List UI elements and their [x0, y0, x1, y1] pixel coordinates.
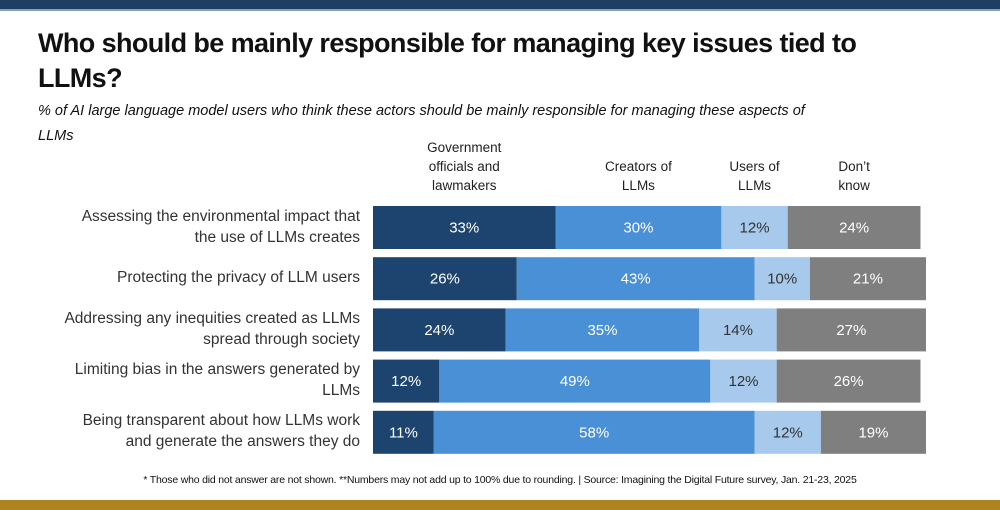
bar-segment: [787, 206, 921, 249]
category-label: Protecting the privacy of LLM users: [10, 267, 360, 288]
top-accent-band: [0, 0, 1000, 9]
bar-segment: [776, 308, 926, 352]
bar-segment: [699, 308, 777, 352]
data-label: 30%: [623, 220, 653, 237]
bar-segment: [820, 410, 926, 454]
legend-label-line: LLMs: [738, 178, 772, 193]
data-label: 35%: [587, 322, 617, 339]
data-label: 24%: [424, 322, 454, 339]
bar-segment: [373, 410, 434, 454]
legend-label-line: Don’t: [838, 159, 870, 174]
legend-label-line: Creators of: [605, 159, 672, 174]
bar-segment: [373, 359, 440, 403]
category-label-line: Assessing the environmental impact that: [81, 207, 360, 225]
legend-item: Government officials and lawmakers: [399, 138, 529, 195]
category-label-line: Being transparent about how LLMs work: [82, 412, 360, 430]
category-label-line: spread through society: [203, 330, 360, 348]
bar-row: 26% 43% 10% 21%: [373, 257, 926, 301]
legend-item: Users of LLMs: [690, 157, 820, 195]
category-label: Being transparent about how LLMs work and…: [10, 410, 360, 452]
data-label: 21%: [853, 271, 883, 288]
legend-label-line: lawmakers: [431, 178, 497, 193]
bar-row: 12% 49% 12% 26%: [373, 359, 921, 403]
data-label: 26%: [430, 271, 460, 288]
data-label: 12%: [728, 373, 758, 390]
category-label: Assessing the environmental impact that t…: [10, 206, 360, 248]
data-label: 49%: [560, 373, 590, 390]
data-label: 14%: [723, 322, 753, 339]
bar-row: 24% 35% 14% 27%: [373, 308, 926, 352]
category-label-line: Addressing any inequities created as LLM…: [64, 309, 360, 327]
data-label: 12%: [740, 220, 770, 237]
bar-segment: [754, 257, 810, 301]
data-label: 43%: [621, 271, 651, 288]
bar-segment: [809, 257, 926, 301]
category-label-line: LLMs: [322, 382, 360, 400]
data-label: 11%: [389, 424, 418, 441]
data-label: 19%: [858, 424, 888, 441]
chart-subtitle: % of AI large language model users who t…: [38, 103, 805, 144]
bar-row: 11% 58% 12% 19%: [373, 410, 926, 454]
category-label: Limiting bias in the answers generated b…: [10, 359, 360, 401]
bar-segment: [373, 308, 506, 352]
data-label: 33%: [449, 220, 479, 237]
bar-segment: [721, 206, 788, 249]
data-label: 12%: [391, 373, 421, 390]
bar-segment: [433, 410, 755, 454]
data-label: 10%: [767, 271, 797, 288]
bar-segment: [373, 206, 556, 249]
bar-segment: [373, 257, 517, 301]
bottom-accent-band: [0, 500, 1000, 510]
legend-label-line: LLMs: [621, 178, 655, 193]
bar-segment: [516, 257, 755, 301]
bar-row: 33% 30% 12% 24%: [373, 206, 921, 249]
legend-item: Don’t know: [789, 157, 919, 195]
category-label-line: and generate the answers they do: [125, 433, 360, 451]
category-label: Addressing any inequities created as LLM…: [10, 308, 360, 350]
bar-segment: [505, 308, 700, 352]
footnote: * Those who did not answer are not shown…: [143, 474, 857, 486]
category-label-line: Limiting bias in the answers generated b…: [74, 361, 360, 379]
bar-segment: [754, 410, 821, 454]
data-label: 26%: [834, 373, 864, 390]
legend-label-line: Government: [427, 140, 502, 155]
legend-item: Creators of LLMs: [573, 157, 703, 195]
legend-label-line: officials and: [428, 159, 500, 174]
data-label: 58%: [579, 424, 609, 441]
bar-segment: [710, 359, 777, 403]
bar-segment: [555, 206, 722, 249]
top-accent-line: [0, 9, 1000, 11]
data-label: 27%: [836, 322, 866, 339]
bar-segment: [776, 359, 921, 403]
bar-segment: [439, 359, 711, 403]
legend-label-line: know: [838, 178, 870, 193]
category-label-line: the use of LLMs creates: [194, 228, 360, 246]
data-label: 12%: [773, 424, 803, 441]
legend-label-line: Users of: [729, 159, 780, 174]
category-label-line: Protecting the privacy of LLM users: [117, 269, 360, 287]
chart-title: Who should be mainly responsible for man…: [38, 28, 857, 93]
data-label: 24%: [839, 220, 869, 237]
